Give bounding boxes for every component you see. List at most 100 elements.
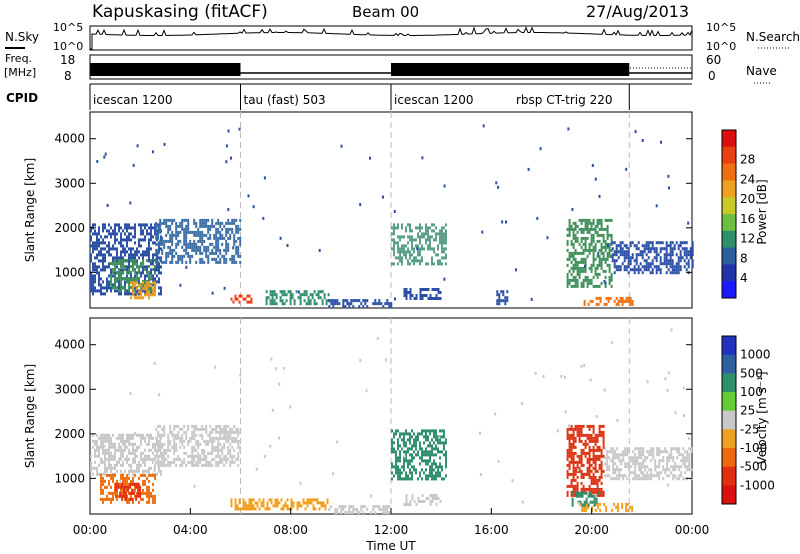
colorbar-swatch-1 [722, 354, 736, 374]
x-tick-label: 04:00 [173, 523, 208, 537]
freq-blocks [90, 63, 692, 76]
colorbar-swatch-3 [722, 392, 736, 412]
data-region-2 [130, 281, 157, 300]
colorbar-tick: 4 [740, 271, 748, 285]
freq-tick-top: 18 [60, 53, 75, 67]
beam-label: Beam 00 [352, 3, 419, 21]
power-data [90, 124, 694, 309]
cpid-segments: icescan 1200 tau (fast) 503 icescan 1200 rb… [89, 84, 630, 110]
freq-block-2 [391, 63, 630, 76]
data-region-4 [230, 294, 253, 304]
nsky-label: N.Sky [5, 30, 39, 44]
sparse-echoes [100, 328, 691, 505]
data-region-5 [265, 290, 330, 306]
colorbar-tick: 12 [740, 232, 755, 246]
colorbar-swatch-0 [722, 130, 736, 148]
y-tick-label: 2000 [54, 427, 85, 441]
power-y-axis: 1000 2000 3000 4000 [54, 132, 692, 279]
cpid-segment-1: tau (fast) 503 [244, 93, 326, 107]
colorbar-tick: -25 [740, 422, 760, 436]
colorbar-tick: 28 [740, 153, 755, 167]
y-tick-label: 1000 [54, 265, 85, 279]
nsky-panel: N.Sky 10^5 10^0 10^5 10^0 N.Search [5, 21, 800, 53]
colorbar-tick: 500 [740, 366, 763, 380]
velocity-data [90, 328, 693, 515]
colorbar-tick: -500 [740, 460, 767, 474]
colorbar-swatch-6 [722, 448, 736, 468]
nave-tick-bottom: 0 [708, 69, 716, 83]
nave-label: Nave [746, 64, 777, 78]
colorbar-swatch-8 [722, 485, 736, 505]
y-tick-label: 3000 [54, 382, 85, 396]
data-region-5 [328, 505, 391, 515]
colorbar-tick: 1000 [740, 348, 771, 362]
freq-tick-bottom: 8 [64, 69, 72, 83]
colorbar-swatch-4 [722, 197, 736, 215]
y-tick-label: 4000 [54, 132, 85, 146]
cpid-segment-2: icescan 1200 [394, 93, 473, 107]
colorbar-swatch-7 [722, 466, 736, 486]
x-tick-label: 00:00 [675, 523, 710, 537]
x-tick-label: 12:00 [374, 523, 409, 537]
nsky-trace [90, 26, 693, 50]
freq-unit: [MHz] [4, 66, 36, 79]
colorbar-tick: 8 [740, 252, 748, 266]
colorbar-tick: -100 [740, 441, 767, 455]
x-tick-label: 20:00 [574, 523, 609, 537]
velocity-ylabel: Slant Range [km] [23, 364, 37, 468]
sparse-echoes [96, 124, 690, 301]
date-label: 27/Aug/2013 [586, 2, 689, 21]
nsky-tick-top: 10^5 [53, 21, 83, 34]
data-region-2 [115, 482, 142, 501]
colorbar-tick: 24 [740, 172, 755, 186]
data-region-7 [391, 223, 447, 266]
freq-label: Freq. [5, 52, 32, 65]
data-region-3 [155, 424, 242, 467]
velocity-panel: 1000 2000 3000 4000 Slant Range [km] 1000 50… [23, 317, 775, 553]
data-region-6 [391, 429, 447, 481]
data-region-8 [403, 288, 442, 300]
colorbar-swatch-7 [722, 247, 736, 265]
x-tick-label: 08:00 [273, 523, 308, 537]
power-ylabel: Slant Range [km] [23, 158, 37, 262]
colorbar-swatch-4 [722, 410, 736, 430]
nsearch-label: N.Search [746, 30, 800, 44]
nsearch-tick-bottom: 10^0 [706, 40, 736, 53]
colorbar-swatch-2 [722, 163, 736, 181]
y-tick-label: 1000 [54, 471, 85, 485]
colorbar-swatch-6 [722, 230, 736, 249]
x-tick-label: 16:00 [474, 523, 509, 537]
data-region-11 [611, 241, 694, 275]
cpid-segment-0: icescan 1200 [93, 93, 172, 107]
colorbar-swatch-5 [722, 429, 736, 449]
data-region-12 [583, 296, 634, 306]
freq-block-0 [90, 63, 241, 76]
nave-tick-top: 60 [706, 53, 721, 67]
colorbar-tick: 20 [740, 192, 755, 206]
data-region-8 [566, 424, 605, 497]
colorbar-swatch-0 [722, 336, 736, 356]
nsky-tick-bottom: 10^0 [53, 40, 83, 53]
data-region-10 [566, 218, 613, 288]
y-tick-label: 4000 [54, 338, 85, 352]
colorbar-swatch-3 [722, 180, 736, 198]
data-region-6 [328, 299, 393, 309]
colorbar-swatch-2 [722, 373, 736, 393]
data-region-9 [604, 447, 693, 481]
cpid-segment-3: rbsp CT-trig 220 [516, 93, 612, 107]
x-axis-label: Time UT [365, 539, 416, 553]
power-panel: 1000 2000 3000 4000 Slant Range [km] 4 8 12 16… [23, 111, 769, 309]
colorbar-tick: 100 [740, 385, 763, 399]
colorbar-tick: 25 [740, 404, 755, 418]
freq-panel: Freq. [MHz] 18 8 60 0 Nave [4, 52, 777, 84]
time-x-axis: 00:00 04:00 08:00 12:00 16:00 20:00 00:00 [73, 508, 710, 537]
colorbar-swatch-1 [722, 146, 736, 165]
data-region-9 [496, 290, 509, 306]
y-tick-label: 2000 [54, 221, 85, 235]
velocity-colorbar-label: Velocity [m s⁻¹] [755, 371, 769, 464]
velocity-colorbar: 1000 500 100 25 -25 -100 -500 -1000 [721, 335, 775, 505]
colorbar-swatch-5 [722, 214, 736, 232]
colorbar-tick: 16 [740, 212, 755, 226]
power-colorbar-label: Power [dB] [755, 179, 769, 244]
